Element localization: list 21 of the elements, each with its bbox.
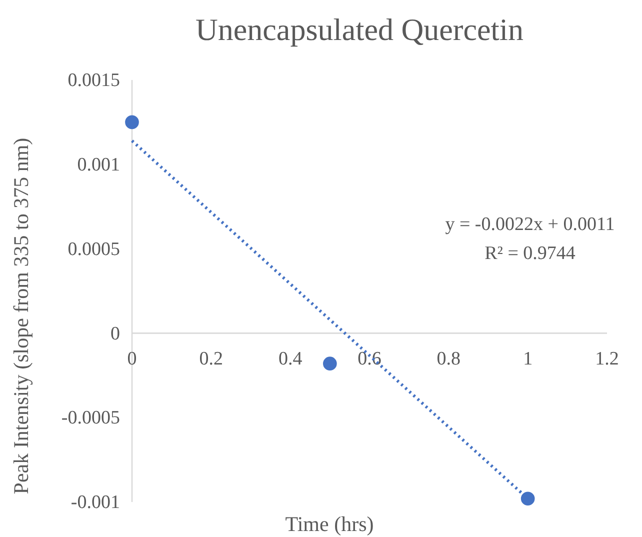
annotation: y = -0.0022x + 0.0011: [445, 214, 615, 235]
y-tick-label: 0.0015: [68, 70, 120, 92]
x-tick-label: 0.2: [199, 348, 224, 370]
x-axis-title: Time (hrs): [285, 512, 374, 536]
y-tick-label: 0.0005: [68, 238, 120, 260]
point: [125, 115, 139, 130]
x-tick-label: 0.8: [436, 348, 461, 370]
y-tick-label: -0.0005: [61, 408, 120, 429]
y-tick-label: 0.001: [77, 154, 120, 176]
x-tick-label: 0: [127, 348, 137, 370]
x-tick-label: 1.2: [595, 348, 619, 370]
x-tick-label: 1: [523, 348, 533, 370]
point: [520, 492, 535, 506]
y-axis-title: Peak Intensity (slope from 335 to 375 nm): [9, 138, 33, 494]
x-tick-label: 0.4: [278, 348, 303, 370]
y-tick-label: -0.001: [70, 492, 120, 514]
y-tick-label: 0: [110, 323, 120, 344]
annotation: R² = 0.9744: [484, 243, 576, 264]
point: [323, 356, 337, 370]
x-tick-label: 0.6: [358, 348, 382, 370]
chart-title: Unencapsulated Quercetin: [196, 12, 524, 47]
